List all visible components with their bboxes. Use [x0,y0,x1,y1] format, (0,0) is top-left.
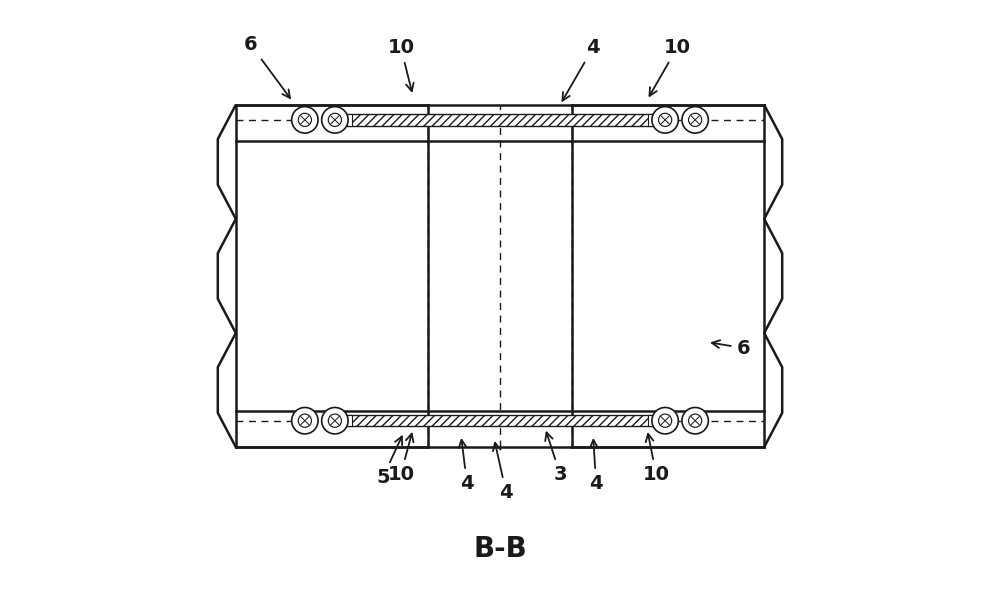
Circle shape [652,107,678,133]
Text: 10: 10 [649,38,691,96]
Text: 10: 10 [387,434,414,484]
Text: 10: 10 [387,38,414,91]
Bar [347,415,653,426]
Circle shape [298,113,311,127]
Circle shape [322,407,348,434]
Circle shape [682,407,708,434]
Circle shape [322,107,348,133]
Circle shape [689,414,702,427]
Bar [572,105,764,447]
Text: 5: 5 [376,436,402,487]
Circle shape [652,407,678,434]
Circle shape [659,113,672,127]
Bar [648,415,653,426]
Circle shape [298,414,311,427]
Circle shape [682,107,708,133]
Bar [347,114,352,126]
Bar [648,114,653,126]
Circle shape [328,113,341,127]
Text: 6: 6 [712,339,750,358]
Text: 6: 6 [244,35,290,98]
Text: B-B: B-B [473,535,527,563]
Circle shape [292,407,318,434]
Circle shape [689,113,702,127]
Circle shape [328,414,341,427]
Text: 4: 4 [562,38,600,101]
Text: 4: 4 [589,440,603,493]
Bar [236,105,428,447]
Bar [347,415,352,426]
Circle shape [292,107,318,133]
Text: 4: 4 [459,440,474,493]
Text: 4: 4 [493,443,513,502]
Bar [347,114,653,126]
Text: 10: 10 [643,434,670,484]
Circle shape [659,414,672,427]
Text: 3: 3 [545,433,567,484]
